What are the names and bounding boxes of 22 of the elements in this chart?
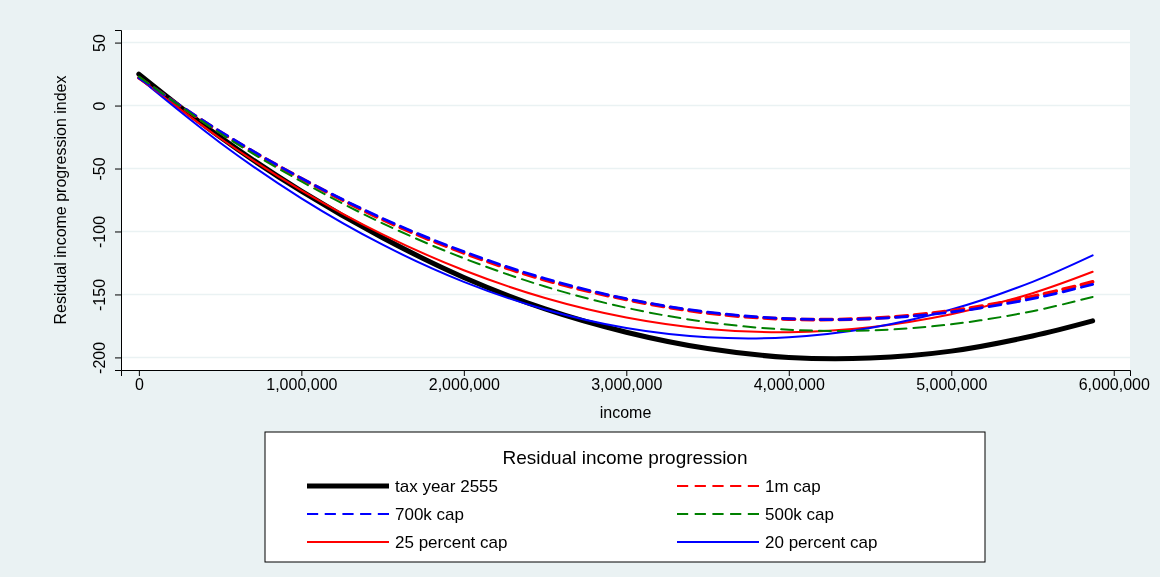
y-axis-title: Residual income progression index [52,75,69,325]
x-tick-label: 2,000,000 [428,376,501,394]
y-tick-label: -100 [91,215,108,248]
y-tick-label: 50 [91,34,108,52]
x-tick-label: 6,000,000 [1078,376,1150,394]
legend-label: 500k cap [765,505,834,524]
y-tick-label: -200 [91,341,108,374]
legend-label: 1m cap [765,477,821,496]
x-tick-label: 5,000,000 [916,376,988,394]
legend-label: 700k cap [395,505,464,524]
x-tick-label: 0 [134,376,144,394]
y-tick-label: -50 [91,157,108,181]
y-tick-label: -150 [91,278,108,311]
x-tick-label: 1,000,000 [266,376,338,394]
legend-label: 20 percent cap [765,533,878,552]
x-tick-label: 3,000,000 [591,376,663,394]
legend-label: tax year 2555 [395,477,499,496]
x-tick-label: 4,000,000 [753,376,825,394]
legend-title: Residual income progression [502,447,748,468]
y-tick-label: 0 [91,101,108,111]
legend-label: 25 percent cap [395,533,508,552]
x-axis-title: income [599,404,652,421]
